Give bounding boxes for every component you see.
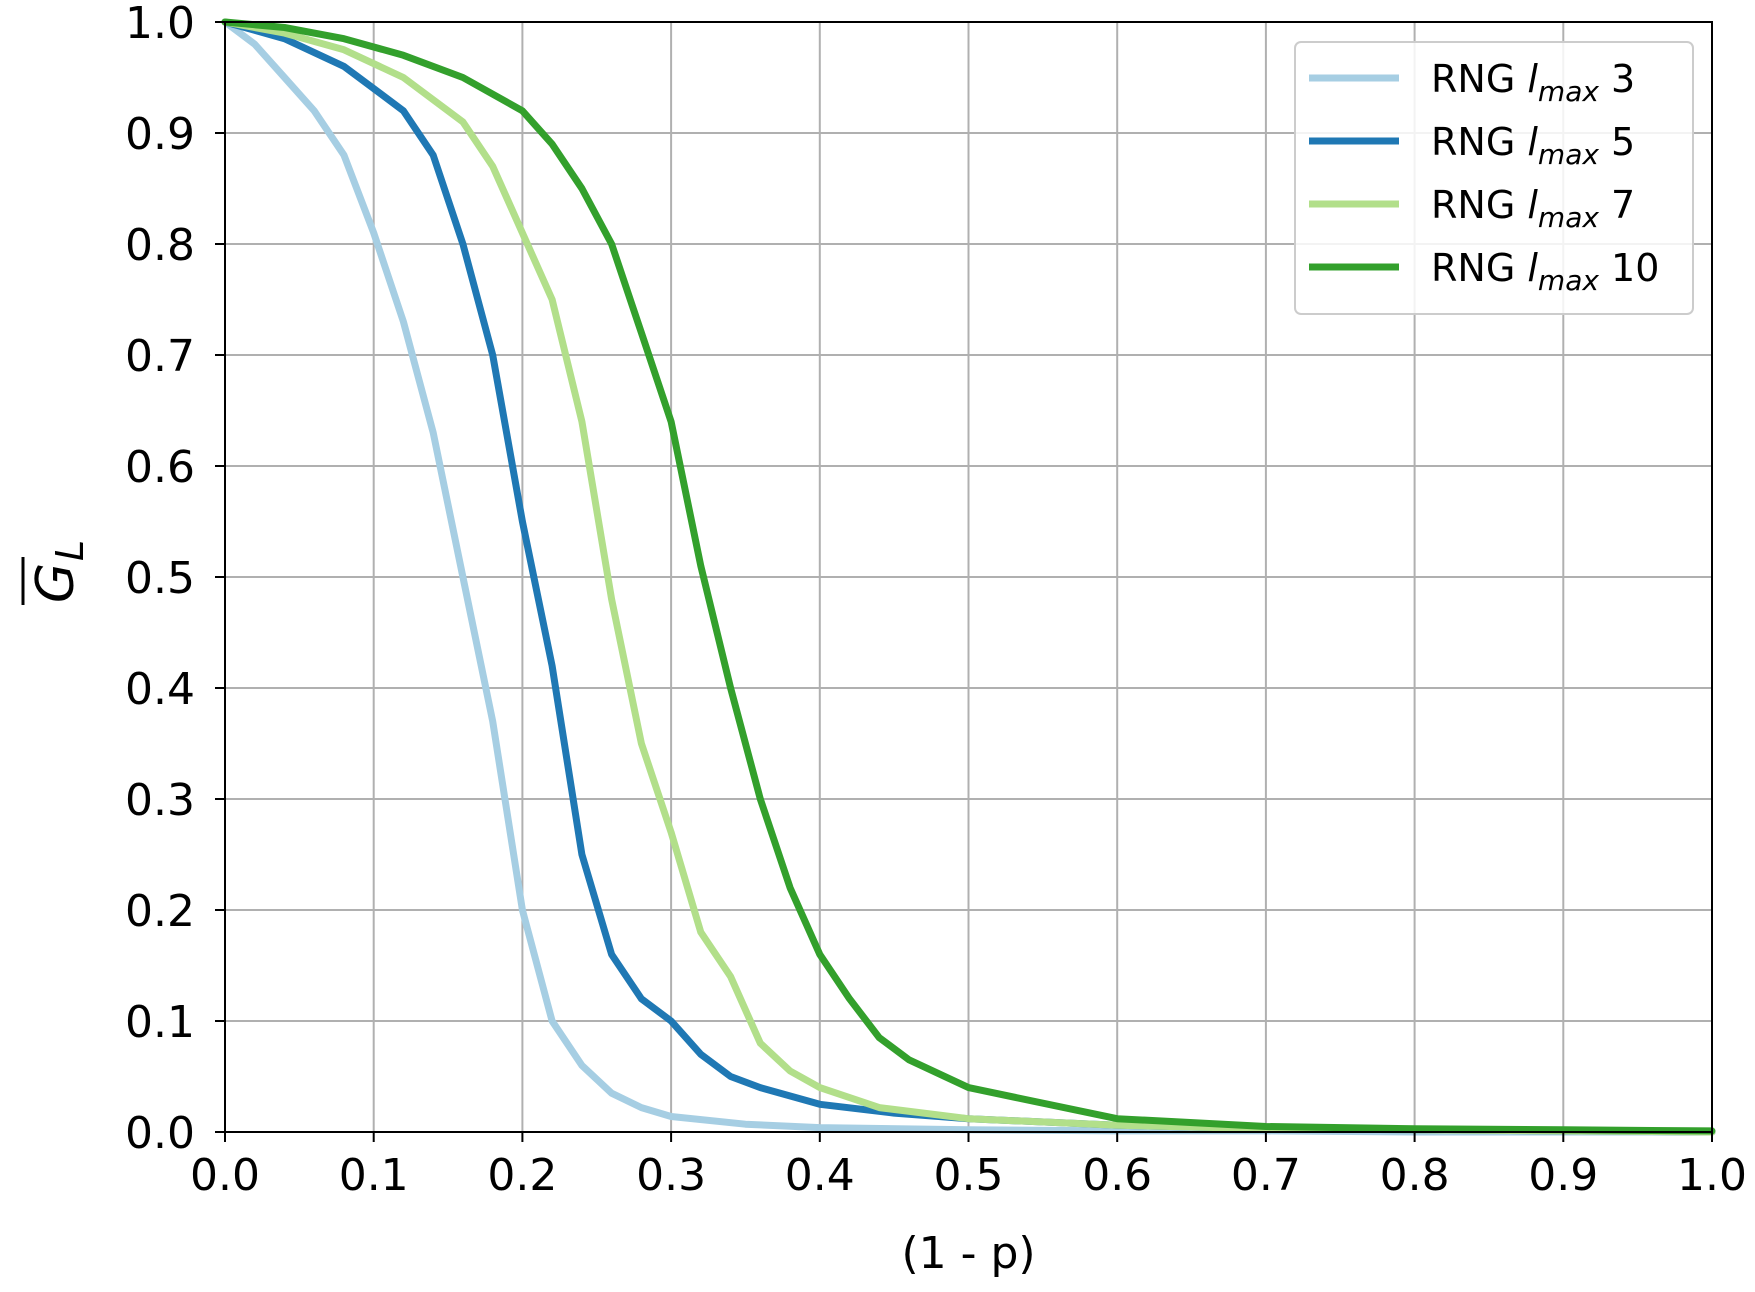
legend-label: RNG lmax 10	[1431, 246, 1659, 297]
legend-label-sub: max	[1538, 138, 1599, 171]
y-tick-label: 0.1	[125, 997, 195, 1048]
x-tick-label: 0.8	[1380, 1150, 1450, 1201]
legend-label-suffix: 3	[1599, 57, 1635, 101]
x-tick-label: 0.6	[1082, 1150, 1152, 1201]
legend-label-suffix: 10	[1599, 246, 1659, 290]
legend-label-sub: max	[1538, 75, 1599, 108]
legend-item: RNG lmax 5	[1309, 120, 1635, 171]
axis-ticks: 0.0 0.1 0.2 0.3 0.4 0.5 0.6 0.7 0.8 0.9 1.0 0.0 0.1 0…	[125, 0, 1747, 1201]
legend-label-var: l	[1527, 183, 1538, 227]
y-tick-label: 0.3	[125, 775, 195, 826]
legend-label-prefix: RNG	[1431, 120, 1527, 164]
y-tick-label: 0.8	[125, 220, 195, 271]
legend-item: RNG lmax 7	[1309, 183, 1635, 234]
y-axis-label: G L	[21, 540, 92, 605]
legend-frame	[1294, 41, 1694, 315]
x-axis-label: (1 - p)	[901, 1228, 1035, 1279]
y-axis-label-main: G	[26, 563, 86, 603]
series-line-0	[221, 18, 1716, 1136]
legend-label-sub: max	[1538, 264, 1599, 297]
legend-label-var: l	[1527, 120, 1538, 164]
legend-label: RNG lmax 7	[1431, 183, 1635, 234]
legend-label-prefix: RNG	[1431, 246, 1527, 290]
y-tick-label: 0.5	[125, 553, 195, 604]
y-axis-label-subscript: L	[48, 540, 92, 561]
x-tick-label: 0.1	[339, 1150, 409, 1201]
legend-label: RNG lmax 3	[1431, 57, 1635, 108]
x-tick-label: 0.0	[190, 1150, 260, 1201]
legend-item: RNG lmax 3	[1309, 57, 1635, 108]
y-tick-label: 0.6	[125, 442, 195, 493]
series-line-2	[221, 18, 1716, 1136]
legend-label-prefix: RNG	[1431, 183, 1527, 227]
y-tick-label: 0.0	[125, 1108, 195, 1159]
y-tick-label: 1.0	[125, 0, 195, 49]
y-tick-label: 0.4	[125, 664, 195, 715]
x-tick-label: 0.5	[934, 1150, 1004, 1201]
legend-label-var: l	[1527, 57, 1538, 101]
x-tick-label: 0.9	[1528, 1150, 1598, 1201]
legend-label-prefix: RNG	[1431, 57, 1527, 101]
legend-item: RNG lmax 10	[1309, 246, 1659, 297]
legend-label-suffix: 7	[1599, 183, 1635, 227]
x-tick-label: 0.4	[785, 1150, 855, 1201]
y-tick-label: 0.9	[125, 109, 195, 160]
x-tick-label: 0.3	[636, 1150, 706, 1201]
series-line-3	[221, 18, 1716, 1135]
x-tick-label: 0.7	[1231, 1150, 1301, 1201]
legend-label-suffix: 5	[1599, 120, 1635, 164]
y-tick-label: 0.7	[125, 331, 195, 382]
series-lines	[221, 18, 1716, 1136]
x-tick-label: 1.0	[1677, 1150, 1747, 1201]
legend-label-var: l	[1527, 246, 1538, 290]
x-tick-label: 0.2	[487, 1150, 557, 1201]
legend-label: RNG lmax 5	[1431, 120, 1635, 171]
y-tick-label: 0.2	[125, 886, 195, 937]
legend-label-sub: max	[1538, 201, 1599, 234]
